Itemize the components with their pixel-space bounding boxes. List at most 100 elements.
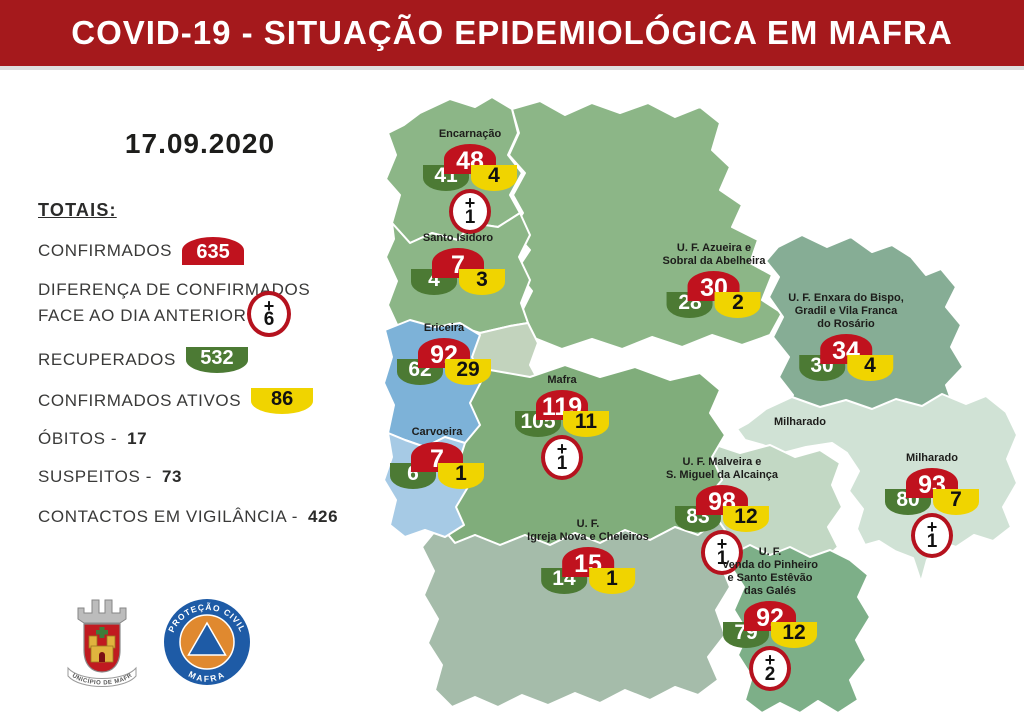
- parish-milharado: Milharado 93 80 7 + 1: [885, 452, 979, 558]
- recovered-total-badge: 532: [185, 347, 248, 373]
- stat-recuperados: RECUPERADOS 532: [38, 347, 248, 373]
- active-half: 1: [438, 463, 484, 489]
- parish-name: U. F. Igreja Nova e Cheleiros: [527, 518, 649, 543]
- active-half: 4: [847, 355, 893, 381]
- new-cases-circle: + 1: [700, 530, 743, 575]
- plus-sign: +: [764, 649, 776, 670]
- active-half: 2: [715, 292, 761, 318]
- stat-ativos-label: CONFIRMADOS ATIVOS: [38, 391, 242, 410]
- stat-contactos: CONTACTOS EM VIGILÂNCIA - 426: [38, 507, 338, 527]
- pc-bottom-text: MAFRA: [187, 669, 225, 684]
- covid-gauge: 34 30 4: [799, 334, 893, 381]
- covid-gauge: 15 14 1: [540, 547, 635, 594]
- milharado-map-label: Milharado: [774, 416, 826, 428]
- svg-text:MAFRA: MAFRA: [187, 669, 227, 684]
- covid-gauge: 48 41 4 + 1: [423, 144, 517, 234]
- parish-enxara-gradil: U. F. Enxara do Bispo, Gradil e Vila Fra…: [788, 292, 904, 381]
- parish-azueira-sobral: U. F. Azueira e Sobral da Abelheira 30 2…: [662, 242, 766, 318]
- active-half: 12: [771, 622, 817, 648]
- report-date: 17.09.2020: [124, 128, 276, 159]
- parish-santo-isidoro: Santo Isidoro 7 4 3: [411, 232, 505, 295]
- active-half: 4: [471, 165, 517, 191]
- pc-triangle-icon: [187, 621, 227, 656]
- new-cases-value: 1: [464, 206, 476, 228]
- parish-encarnacao: Encarnação 48 41 4 + 1: [423, 128, 517, 234]
- stat-ativos: CONFIRMADOS ATIVOS 86: [38, 388, 314, 414]
- stat-diferenca-label1: DIFERENÇA DE CONFIRMADOS: [38, 280, 311, 299]
- active-total-badge: 86: [251, 388, 314, 414]
- stat-obitos-value: 17: [127, 429, 148, 448]
- new-cases-circle: + 1: [449, 189, 491, 234]
- parish-malveira-alcainca: U. F. Malveira e S. Miguel da Alcainça 9…: [666, 456, 778, 575]
- parish-name: Carvoeira: [411, 426, 463, 438]
- covid-gauge: 93 80 7 + 1: [885, 468, 979, 558]
- totals-heading: TOTAIS:: [38, 200, 117, 220]
- parish-name: Santo Isidoro: [422, 232, 494, 244]
- stat-suspeitos-label: SUSPEITOS -: [38, 467, 152, 486]
- stat-confirmados: CONFIRMADOS 635: [38, 237, 245, 265]
- active-half: 7: [933, 489, 979, 515]
- active-half: 1: [588, 568, 635, 594]
- stat-diferenca-line2: FACE AO DIA ANTERIOR: [38, 306, 247, 326]
- castle-gate: [99, 652, 105, 662]
- active-half: 29: [445, 359, 491, 385]
- confirmed-half: 15: [561, 547, 614, 577]
- parish-venda-do-pinheiro: U. F. Venda do Pinheiro e Santo Estêvão …: [722, 546, 818, 691]
- stat-contactos-label: CONTACTOS EM VIGILÂNCIA -: [38, 507, 298, 526]
- stat-contactos-value: 426: [307, 507, 339, 526]
- stat-obitos: ÓBITOS - 17: [38, 429, 147, 449]
- covid-gauge: 119 105 11 + 1: [515, 390, 609, 480]
- plus-sign: +: [263, 295, 275, 316]
- parish-name: U. F. Enxara do Bispo, Gradil e Vila Fra…: [788, 292, 904, 330]
- new-cases-circle: + 2: [749, 646, 791, 691]
- confirmed-total-badge: 635: [182, 237, 245, 265]
- active-half: 3: [459, 269, 505, 295]
- new-cases-value: 1: [556, 452, 568, 474]
- parish-name: U. F. Venda do Pinheiro e Santo Estêvão …: [722, 546, 818, 597]
- parish-name: Encarnação: [438, 128, 502, 140]
- mural-crown-icon: [77, 599, 127, 624]
- plus-sign: +: [716, 533, 728, 554]
- logos-row: MUNICÍPIO DE MAFRA PROTEÇÃO CIVIL MAFRA: [62, 588, 252, 696]
- daily-difference-value: 6: [263, 308, 275, 330]
- parish-name: Ericeira: [423, 322, 465, 334]
- daily-difference-circle: + 6: [247, 291, 291, 337]
- plus-sign: +: [556, 438, 568, 459]
- sidebar: 17.09.2020 TOTAIS: CONFIRMADOS 635 DIFER…: [0, 0, 380, 723]
- green-cross-bar: [96, 630, 108, 635]
- municipio-mafra-logo: MUNICÍPIO DE MAFRA: [62, 588, 137, 687]
- header-banner: COVID-19 - SITUAÇÃO EPIDEMIOLÓGICA EM MA…: [0, 0, 1024, 70]
- confirmed-half: 30: [688, 271, 740, 301]
- parish-name: Milharado: [906, 452, 958, 464]
- plus-sign: +: [926, 516, 938, 537]
- covid-gauge: 30 28 2: [667, 271, 761, 318]
- stat-diferenca-line1: DIFERENÇA DE CONFIRMADOS: [38, 280, 310, 300]
- new-cases-value: 1: [926, 530, 938, 552]
- active-half: 12: [722, 506, 769, 532]
- ribbon-banner: [67, 666, 137, 687]
- new-cases-value: 1: [716, 547, 728, 569]
- covid-gauge: 7 4 3: [411, 248, 505, 295]
- parish-name: Mafra: [547, 374, 577, 386]
- parish-carvoeira: Carvoeira 7 6 1: [390, 426, 484, 489]
- protecao-civil-logo: PROTEÇÃO CIVIL MAFRA: [164, 599, 250, 685]
- stat-recuperados-label: RECUPERADOS: [38, 350, 176, 369]
- active-half: 11: [563, 411, 609, 437]
- stat-diferenca-label2: FACE AO DIA ANTERIOR: [38, 306, 247, 325]
- stat-confirmados-label: CONFIRMADOS: [38, 241, 173, 260]
- mafra-municipality-map: Milharado Encarnação 48 41 4 + 1 Santo I…: [380, 90, 1024, 723]
- covid-gauge: 92 62 29: [397, 338, 491, 385]
- recovered-half: 28: [667, 292, 713, 318]
- new-cases-circle: + 1: [911, 513, 953, 558]
- covid-gauge: 98 83 12 + 1: [674, 485, 769, 575]
- new-cases-value: 2: [764, 663, 776, 685]
- covid-gauge: 92 79 12 + 2: [723, 601, 817, 691]
- stat-obitos-label: ÓBITOS -: [38, 429, 118, 448]
- parish-name: U. F. Azueira e Sobral da Abelheira: [662, 242, 766, 267]
- stat-suspeitos-value: 73: [161, 467, 183, 486]
- confirmed-half: 92: [744, 601, 796, 631]
- stat-suspeitos: SUSPEITOS - 73: [38, 467, 182, 487]
- parish-igreja-nova-cheleiros: U. F. Igreja Nova e Cheleiros 15 14 1: [527, 518, 649, 594]
- parish-ericeira: Ericeira 92 62 29: [397, 322, 491, 385]
- parish-name: U. F. Malveira e S. Miguel da Alcainça: [665, 456, 779, 481]
